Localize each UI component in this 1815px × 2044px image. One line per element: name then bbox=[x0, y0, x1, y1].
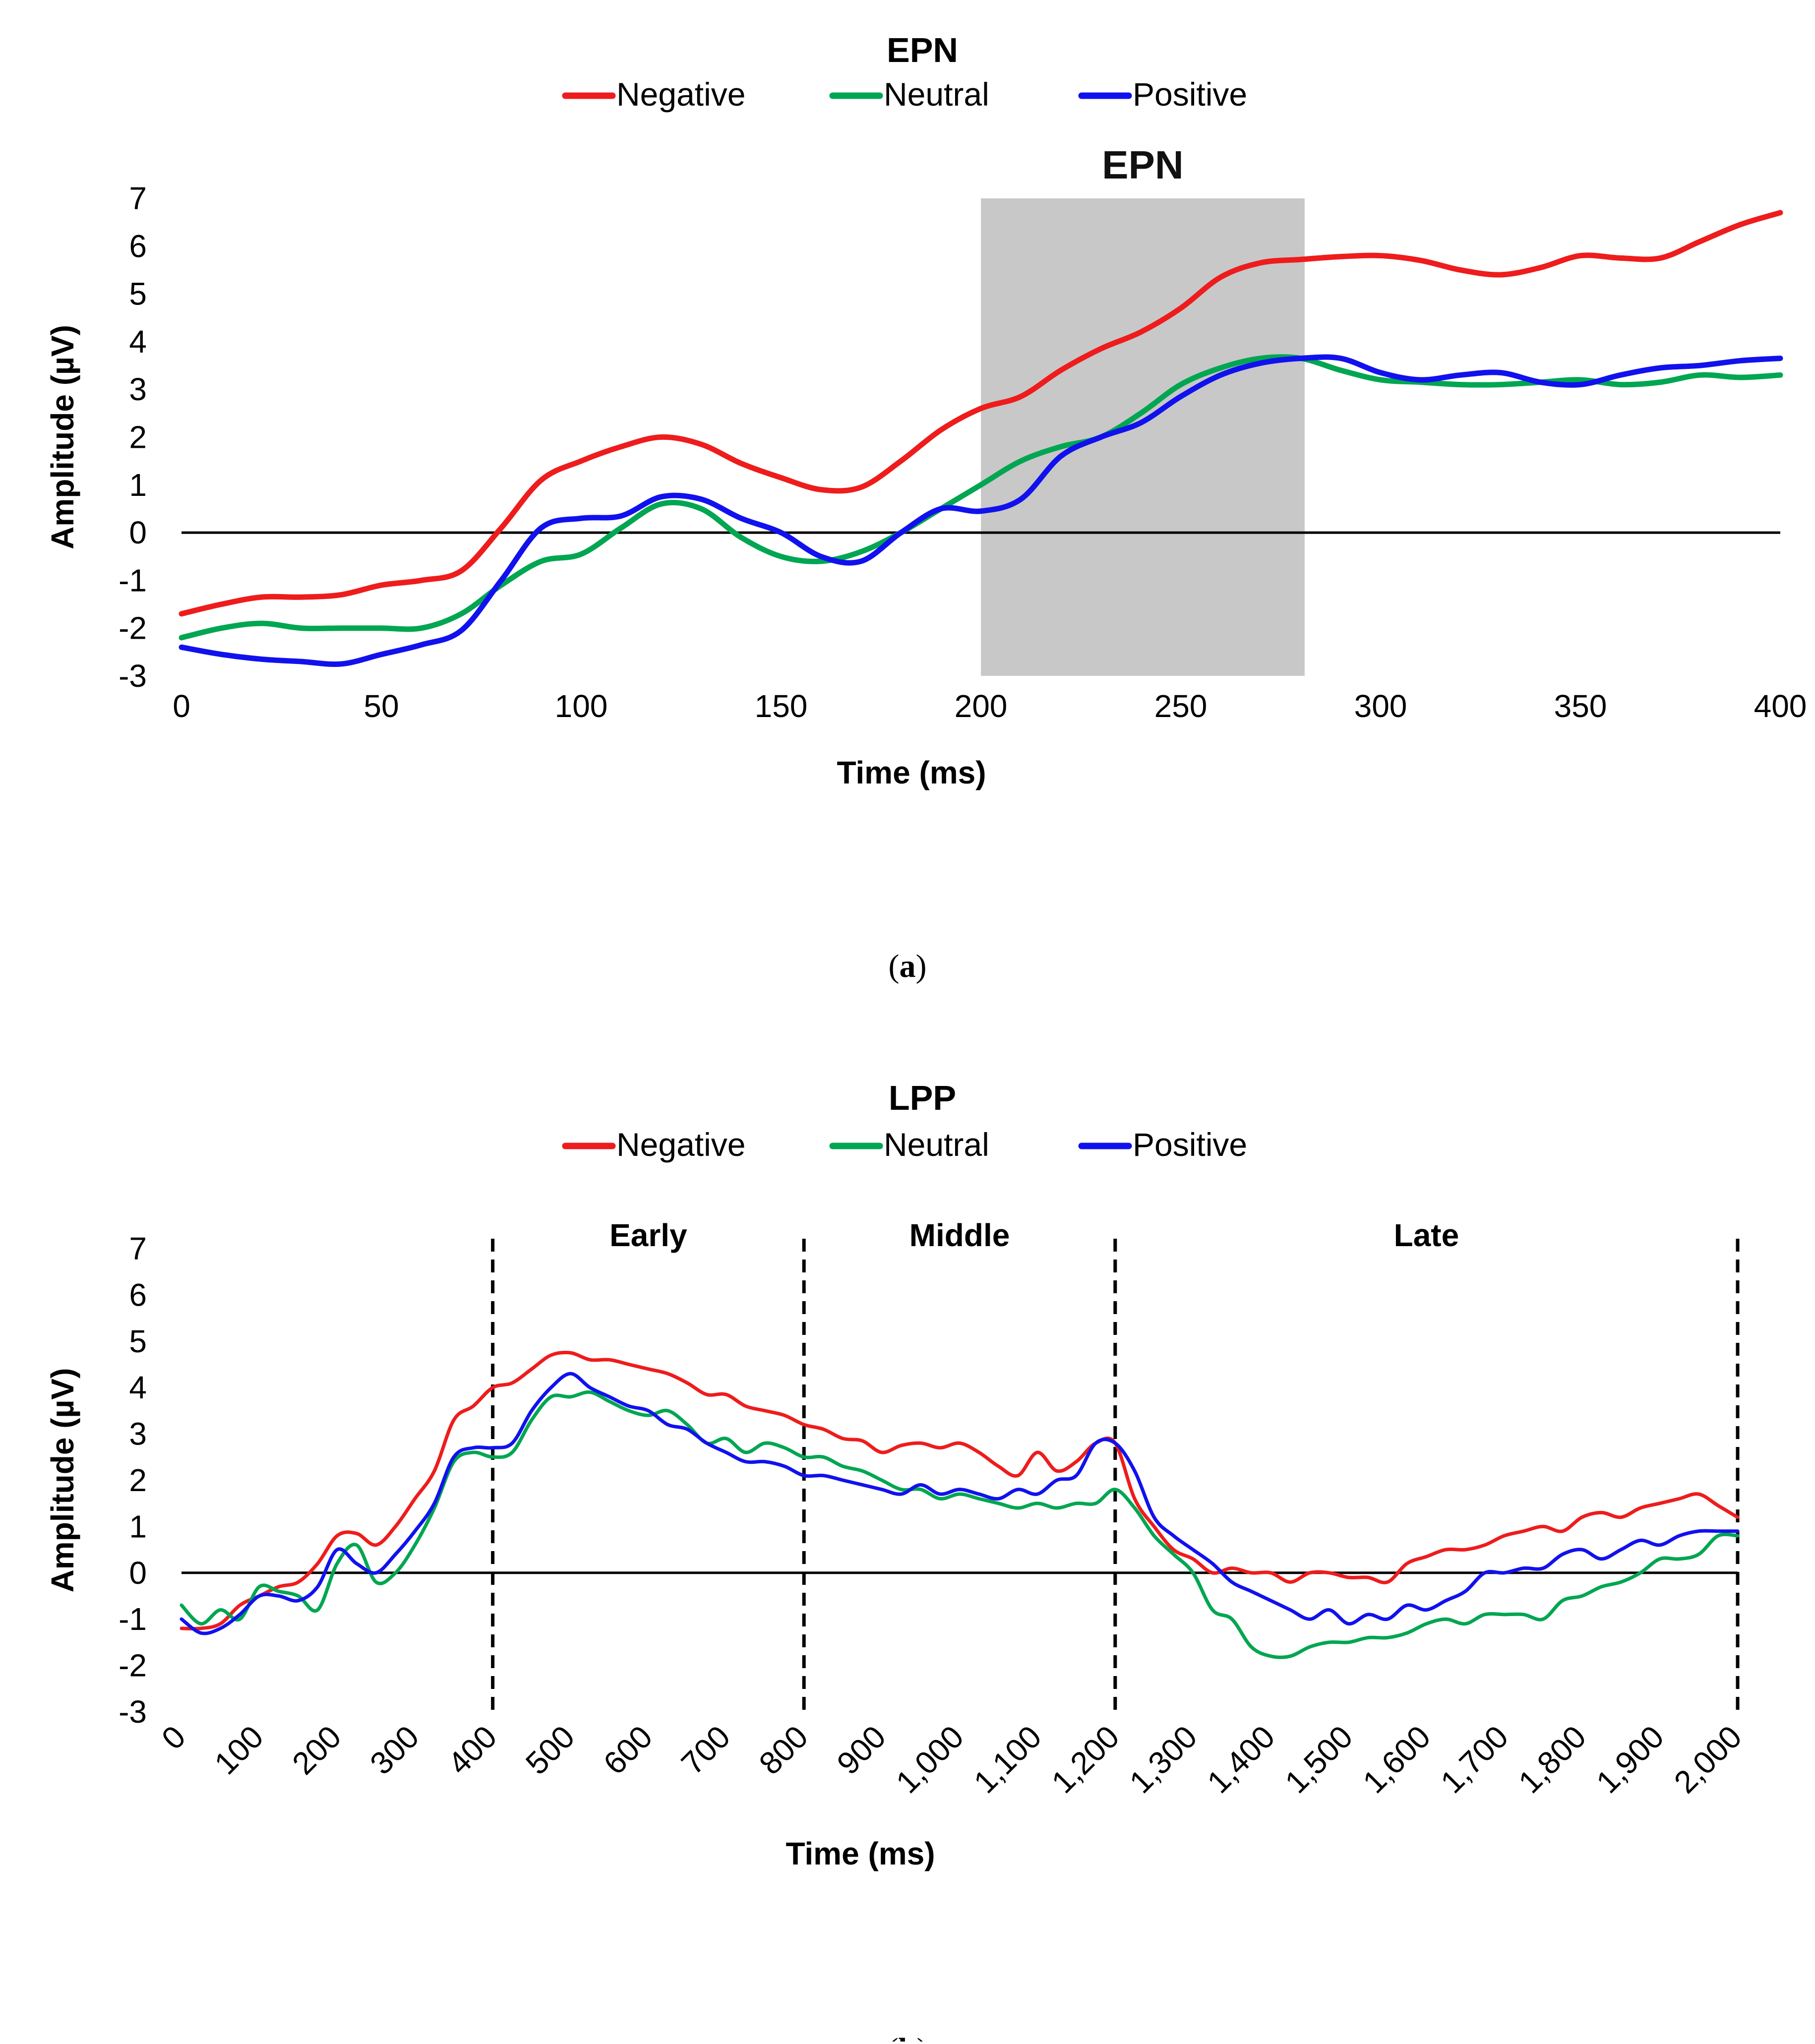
panel-caption-open: ( bbox=[888, 2032, 899, 2042]
panel-caption-letter: a bbox=[900, 948, 916, 984]
y-tick-label: 0 bbox=[129, 515, 147, 550]
panel-caption: (a) bbox=[889, 948, 927, 984]
y-tick-label: 4 bbox=[129, 1370, 147, 1405]
legend-item-positive: Positive bbox=[1078, 76, 1247, 113]
x-tick-label: 1,000 bbox=[889, 1719, 970, 1800]
x-tick-label: 300 bbox=[363, 1719, 425, 1781]
region-label-early: Early bbox=[609, 1217, 687, 1253]
y-axis-ticks: 7 6 5 4 3 2 1 0 -1 -2 -3 bbox=[119, 180, 147, 694]
legend-item-negative: Negative bbox=[562, 1126, 746, 1163]
x-tick-label: 100 bbox=[555, 688, 608, 724]
x-tick-label: 250 bbox=[1154, 688, 1208, 724]
y-tick-label: -1 bbox=[119, 1601, 147, 1637]
x-axis-label: Time (ms) bbox=[786, 1836, 935, 1871]
x-tick-label: 500 bbox=[519, 1719, 581, 1781]
series-line-negative bbox=[180, 1350, 1740, 1631]
y-tick-label: 4 bbox=[129, 324, 147, 360]
x-axis-ticks: 0 50 100 150 200 250 300 350 400 bbox=[173, 688, 1807, 724]
legend-label: Positive bbox=[1133, 76, 1247, 113]
legend-label: Neutral bbox=[884, 76, 989, 113]
shaded-window bbox=[981, 198, 1305, 676]
x-tick-label: 100 bbox=[207, 1719, 270, 1781]
chart-panel-a: EPN Negative Neutral Positive EPN 7 6 5 4 3 2 1 0 -1 -… bbox=[45, 31, 1807, 984]
y-tick-label: 5 bbox=[129, 1323, 147, 1359]
y-tick-label: 7 bbox=[129, 1231, 147, 1266]
chart-title: LPP bbox=[889, 1079, 956, 1117]
x-axis-label: Time (ms) bbox=[837, 755, 986, 790]
y-tick-label: -1 bbox=[119, 562, 147, 598]
x-tick-label: 1,100 bbox=[967, 1719, 1048, 1800]
x-tick-label: 1,600 bbox=[1356, 1719, 1437, 1800]
legend-item-negative: Negative bbox=[562, 76, 746, 113]
y-tick-label: 5 bbox=[129, 276, 147, 312]
panel-caption-open: ( bbox=[889, 948, 900, 984]
series-line-positive bbox=[179, 354, 1783, 667]
panel-caption-close: ) bbox=[916, 948, 927, 984]
y-tick-label: -2 bbox=[119, 610, 147, 646]
y-axis-label: Amplitude (µV) bbox=[45, 1368, 80, 1593]
y-tick-label: 2 bbox=[129, 1462, 147, 1498]
legend-label: Neutral bbox=[884, 1126, 989, 1163]
region-label-late: Late bbox=[1394, 1217, 1459, 1253]
panel-caption-letter: b bbox=[899, 2032, 917, 2042]
x-tick-label: 0 bbox=[155, 1719, 192, 1756]
y-tick-label: 6 bbox=[129, 228, 147, 264]
x-tick-label: 1,400 bbox=[1200, 1719, 1281, 1800]
panel-caption: (b) bbox=[888, 2032, 928, 2042]
x-tick-label: 1,500 bbox=[1278, 1719, 1359, 1800]
y-tick-label: 2 bbox=[129, 420, 147, 455]
series-line-positive bbox=[180, 1372, 1740, 1635]
legend-label: Positive bbox=[1133, 1126, 1247, 1163]
y-tick-label: -3 bbox=[119, 658, 147, 694]
x-tick-label: 200 bbox=[285, 1719, 348, 1781]
x-tick-label: 1,800 bbox=[1512, 1719, 1593, 1800]
x-tick-label: 400 bbox=[441, 1719, 503, 1781]
y-tick-label: 0 bbox=[129, 1555, 147, 1591]
x-tick-label: 1,700 bbox=[1434, 1719, 1515, 1800]
x-tick-label: 600 bbox=[597, 1719, 659, 1781]
x-tick-label: 700 bbox=[674, 1719, 737, 1781]
legend-item-positive: Positive bbox=[1078, 1126, 1247, 1163]
x-tick-label: 0 bbox=[173, 688, 190, 724]
legend: Negative Neutral Positive bbox=[562, 76, 1247, 113]
y-tick-label: 3 bbox=[129, 371, 147, 407]
y-tick-label: -3 bbox=[119, 1694, 147, 1730]
chart-title: EPN bbox=[887, 31, 958, 69]
y-axis-label: Amplitude (µV) bbox=[45, 325, 80, 549]
x-tick-label: 1,300 bbox=[1122, 1719, 1204, 1800]
series-line-neutral bbox=[179, 354, 1783, 641]
x-tick-label: 2,000 bbox=[1667, 1719, 1749, 1800]
y-tick-label: -2 bbox=[119, 1648, 147, 1683]
x-axis-ticks: 0 100 200 300 400 500 600 700 800 9001,0001,1001,… bbox=[155, 1719, 1749, 1800]
y-tick-label: 6 bbox=[129, 1277, 147, 1313]
x-tick-label: 400 bbox=[1754, 688, 1807, 724]
x-tick-label: 350 bbox=[1554, 688, 1607, 724]
x-tick-label: 200 bbox=[955, 688, 1008, 724]
x-tick-label: 900 bbox=[830, 1719, 893, 1781]
x-tick-label: 150 bbox=[755, 688, 808, 724]
x-tick-label: 1,200 bbox=[1045, 1719, 1126, 1800]
y-axis-ticks: 7 6 5 4 3 2 1 0 -1 -2 -3 bbox=[119, 1231, 147, 1730]
series-line-negative bbox=[179, 210, 1783, 617]
shaded-window-label: EPN bbox=[1102, 143, 1184, 187]
legend-item-neutral: Neutral bbox=[829, 1126, 989, 1163]
y-tick-label: 3 bbox=[129, 1416, 147, 1452]
panel-caption-close: ) bbox=[916, 2032, 927, 2042]
legend-label: Negative bbox=[616, 76, 746, 113]
x-tick-label: 800 bbox=[752, 1719, 815, 1781]
x-tick-label: 1,900 bbox=[1589, 1719, 1671, 1800]
chart-panel-b: LPP Negative Neutral Positive 7 6 5 4 3 2 1 0 -1 -2 -3… bbox=[45, 1079, 1749, 2044]
region-label-middle: Middle bbox=[909, 1217, 1010, 1253]
y-tick-label: 1 bbox=[129, 467, 147, 503]
x-tick-label: 300 bbox=[1354, 688, 1407, 724]
y-tick-label: 1 bbox=[129, 1508, 147, 1544]
x-tick-label: 50 bbox=[363, 688, 399, 724]
legend-item-neutral: Neutral bbox=[829, 76, 989, 113]
y-tick-label: 7 bbox=[129, 180, 147, 216]
series-line-neutral bbox=[180, 1390, 1740, 1659]
legend: Negative Neutral Positive bbox=[562, 1126, 1247, 1163]
legend-label: Negative bbox=[616, 1126, 746, 1163]
